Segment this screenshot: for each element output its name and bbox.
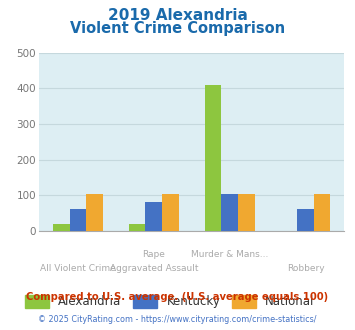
Text: Murder & Mans...: Murder & Mans...	[191, 250, 268, 259]
Bar	[70, 209, 86, 231]
Bar	[86, 194, 103, 231]
Legend: Alexandria, Kentucky, National: Alexandria, Kentucky, National	[21, 290, 319, 313]
Text: Compared to U.S. average. (U.S. average equals 100): Compared to U.S. average. (U.S. average …	[26, 292, 329, 302]
Text: Robbery: Robbery	[286, 264, 324, 273]
Bar	[204, 85, 221, 231]
Bar	[129, 224, 146, 231]
Text: All Violent Crime: All Violent Crime	[40, 264, 116, 273]
Text: Aggravated Assault: Aggravated Assault	[110, 264, 198, 273]
Text: Violent Crime Comparison: Violent Crime Comparison	[70, 21, 285, 36]
Text: © 2025 CityRating.com - https://www.cityrating.com/crime-statistics/: © 2025 CityRating.com - https://www.city…	[38, 315, 317, 324]
Bar	[221, 194, 238, 231]
Bar	[146, 202, 162, 231]
Bar	[297, 209, 314, 231]
Bar	[314, 194, 331, 231]
Bar	[162, 194, 179, 231]
Bar	[53, 224, 70, 231]
Bar	[238, 194, 255, 231]
Text: 2019 Alexandria: 2019 Alexandria	[108, 8, 247, 23]
Text: Rape: Rape	[142, 250, 165, 259]
